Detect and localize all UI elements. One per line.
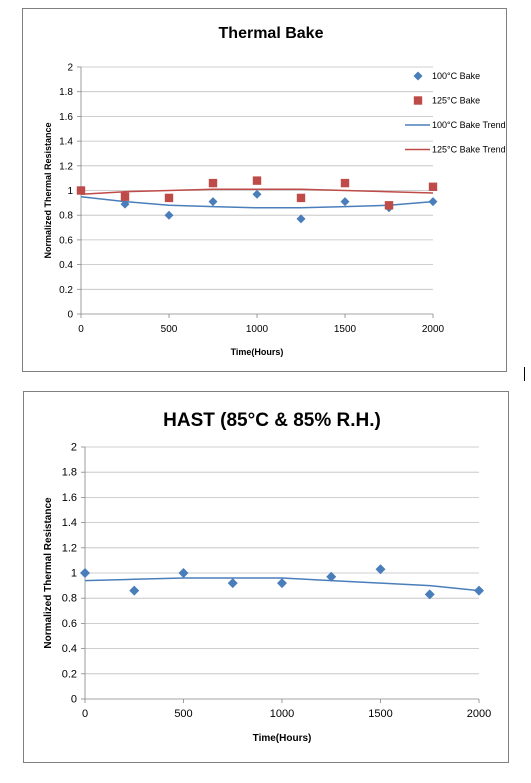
y-tick-label: 1.4: [59, 137, 73, 148]
legend-label: 100°C Bake Trend: [432, 120, 506, 130]
data-point: [474, 585, 484, 596]
thermal-bake-chart: Thermal Bake 0 0.2 0.4 0.6 0.8 1 1.2 1.4 1.6 1.8 2 0…: [22, 8, 507, 372]
chart-title: HAST (85°C & 85% R.H.): [163, 410, 381, 431]
x-tick-label: 1000: [270, 708, 294, 720]
y-tick-label: 2: [71, 442, 77, 454]
y-tick-label: 1.6: [59, 112, 73, 123]
trend-line-series: [84, 577, 480, 592]
legend-label: 100°C Bake: [432, 71, 480, 81]
y-tick-label: 1.8: [62, 467, 77, 479]
y-axis-label: Normalized Thermal Resistance: [43, 497, 54, 649]
x-tick-label: 2000: [467, 708, 491, 720]
data-point: [296, 214, 306, 224]
x-tick-label: 500: [174, 708, 192, 720]
y-tick-label: 0.4: [59, 260, 73, 271]
y-tick-label: 2: [67, 63, 73, 74]
data-point: [424, 589, 435, 600]
legend-label: 125°C Bake Trend: [432, 145, 506, 155]
y-tick-label: 0: [67, 310, 73, 321]
data-point: [252, 189, 262, 199]
y-tick-label: 1.2: [62, 542, 77, 554]
y-tick-label: 0.8: [59, 211, 73, 222]
x-tick-label: 2000: [422, 324, 445, 335]
y-tick-label: 0.8: [62, 593, 77, 605]
legend-swatch: [413, 71, 423, 81]
x-tick-label: 1000: [246, 324, 269, 335]
y-tick-label: 0.2: [59, 285, 73, 296]
data-point: [129, 585, 140, 596]
trend-line-125-c-bake-trend: [80, 188, 434, 195]
y-tick-label: 1.6: [62, 492, 77, 504]
x-tick-label: 1500: [334, 324, 357, 335]
y-axis-label: Normalized Thermal Resistance: [43, 122, 53, 258]
data-point: [76, 186, 86, 195]
data-point: [178, 568, 189, 578]
data-point: [120, 192, 130, 201]
legend-label: 125°C Bake: [432, 96, 480, 106]
chart-title: Thermal Bake: [219, 25, 324, 42]
x-tick-label: 1500: [368, 708, 392, 720]
data-points-series: [80, 564, 484, 600]
data-point: [164, 210, 174, 220]
data-point: [428, 182, 438, 191]
legend-swatch: [413, 96, 423, 105]
data-point: [120, 199, 130, 209]
thermal-bake-plot: Thermal Bake00.20.40.60.811.21.41.61.820…: [43, 25, 506, 357]
hast-chart: HAST (85°C & 85% R.H.) 0 0.2 0.4 0.6 0.8 1 1.2 1…: [23, 391, 509, 763]
data-point: [227, 578, 238, 589]
data-point: [326, 571, 337, 582]
y-tick-label: 1.4: [62, 517, 77, 529]
legend: 100°C Bake 125°C Bake 100°C Bake Trend 125°…: [405, 71, 506, 155]
data-point: [208, 197, 218, 207]
data-point: [375, 564, 386, 575]
y-tick-label: 0.2: [62, 668, 77, 680]
data-point: [277, 578, 287, 589]
data-point: [208, 178, 218, 188]
data-points-125-c-bake: [76, 176, 438, 210]
data-point: [80, 568, 90, 578]
data-point: [428, 197, 438, 207]
y-tick-label: 0: [71, 694, 77, 706]
y-tick-label: 1: [71, 568, 77, 580]
trend-line-100-c-bake-trend: [80, 195, 434, 209]
x-tick-label: 0: [78, 324, 84, 335]
y-tick-label: 1: [67, 186, 73, 197]
y-tick-label: 0.4: [62, 643, 77, 655]
text-cursor: [524, 367, 525, 381]
hast-plot: HAST (85°C & 85% R.H.) 0 0.2 0.4 0.6 0.8 1 1.2 1…: [43, 410, 491, 744]
data-point: [340, 178, 350, 188]
data-point: [252, 176, 262, 185]
x-axis-label: Time(Hours): [231, 347, 284, 357]
data-point: [164, 193, 174, 203]
x-tick-label: 500: [161, 324, 178, 335]
data-point: [296, 193, 306, 203]
x-tick-label: 0: [82, 708, 88, 720]
y-tick-label: 0.6: [62, 618, 77, 630]
data-point: [340, 197, 350, 207]
y-tick-label: 1.8: [59, 87, 73, 98]
data-point: [384, 201, 394, 210]
y-tick-label: 1.2: [59, 161, 73, 172]
x-axis-label: Time(Hours): [253, 733, 312, 744]
y-tick-label: 0.6: [59, 235, 73, 246]
